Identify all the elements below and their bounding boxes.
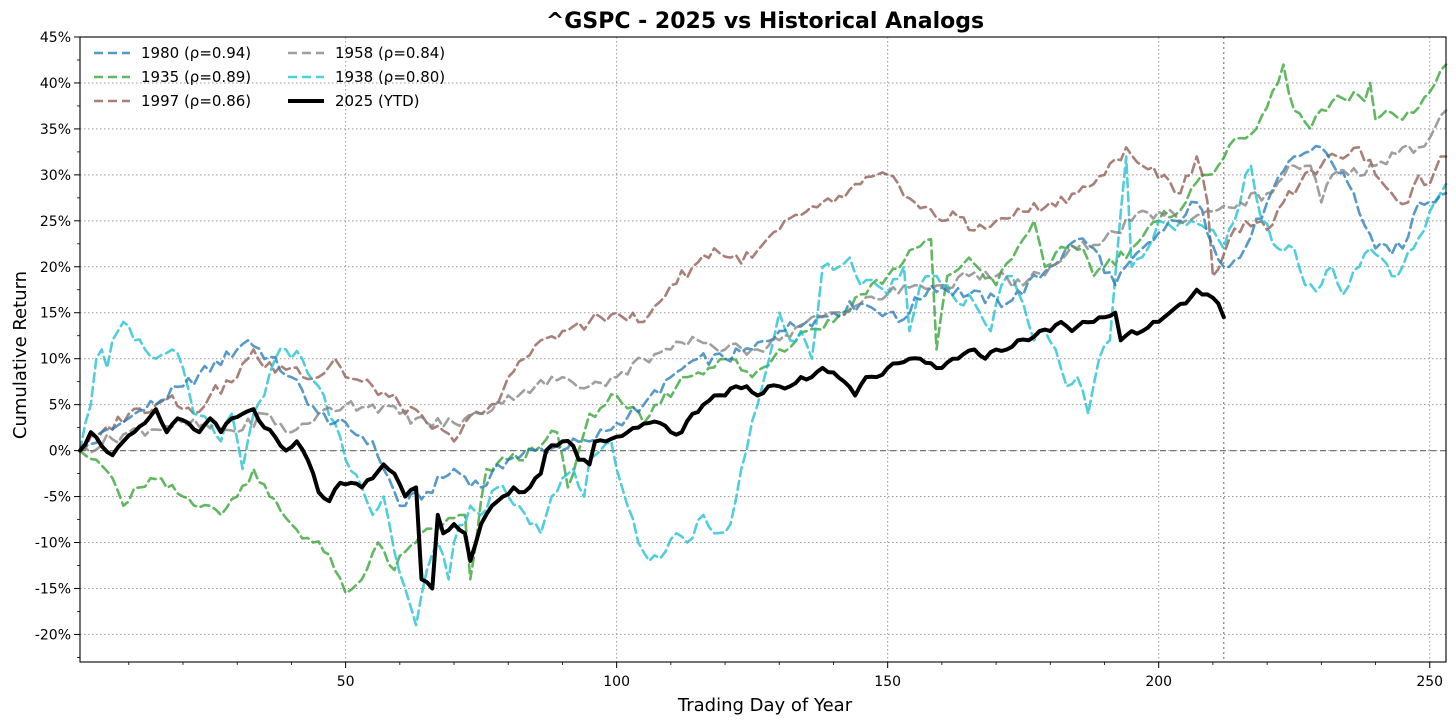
x-tick-label: 150 — [874, 674, 901, 690]
y-tick-label: 20% — [40, 260, 71, 276]
y-tick-label: 35% — [40, 122, 71, 138]
series-line-1980 — [78, 144, 1448, 508]
legend-label-1938: 1938 (ρ=0.80) — [335, 68, 445, 86]
x-axis-label: Trading Day of Year — [677, 695, 853, 716]
y-tick-label: 25% — [40, 214, 71, 230]
y-tick-label: 5% — [49, 398, 71, 414]
y-tick-label: -20% — [35, 627, 71, 643]
series-line-2025 — [78, 287, 1226, 591]
y-tick-label: -5% — [44, 490, 71, 506]
x-tick-label: 200 — [1145, 674, 1172, 690]
legend-label-2025: 2025 (YTD) — [335, 92, 420, 110]
y-tick-label: 0% — [49, 444, 71, 460]
series-line-1935 — [78, 63, 1448, 595]
series-line-1997 — [78, 146, 1448, 452]
x-tick-label: 50 — [337, 674, 355, 690]
series-line-1958 — [78, 109, 1448, 454]
y-tick-label: -10% — [35, 536, 71, 552]
axes: -20% -15% -10% -5% 0% 5% 10% 15% 20% 25% 30% 35% 40%… — [35, 30, 1447, 690]
legend-label-1997: 1997 (ρ=0.86) — [141, 92, 251, 110]
plot-frame — [79, 36, 1447, 663]
series-lines — [78, 63, 1448, 627]
legend-label-1958: 1958 (ρ=0.84) — [335, 44, 445, 62]
y-axis-label: Cumulative Return — [10, 271, 31, 439]
y-tick-label: 10% — [40, 352, 71, 368]
y-tick-label: 30% — [40, 168, 71, 184]
legend-label-1935: 1935 (ρ=0.89) — [141, 68, 251, 86]
grid-lines — [80, 36, 1446, 662]
legend-label-1980: 1980 (ρ=0.94) — [141, 44, 251, 62]
y-tick-label: -15% — [35, 581, 71, 597]
x-tick-label: 250 — [1416, 674, 1443, 690]
chart-title: ^GSPC - 2025 vs Historical Analogs — [546, 9, 984, 34]
series-line-1938 — [78, 155, 1448, 627]
y-tick-label: 45% — [40, 30, 71, 46]
x-tick-label: 100 — [603, 674, 630, 690]
legend: 1980 (ρ=0.94) 1935 (ρ=0.89) 1997 (ρ=0.86) 1… — [94, 44, 445, 110]
y-tick-label: 40% — [40, 76, 71, 92]
y-tick-label: 15% — [40, 306, 71, 322]
